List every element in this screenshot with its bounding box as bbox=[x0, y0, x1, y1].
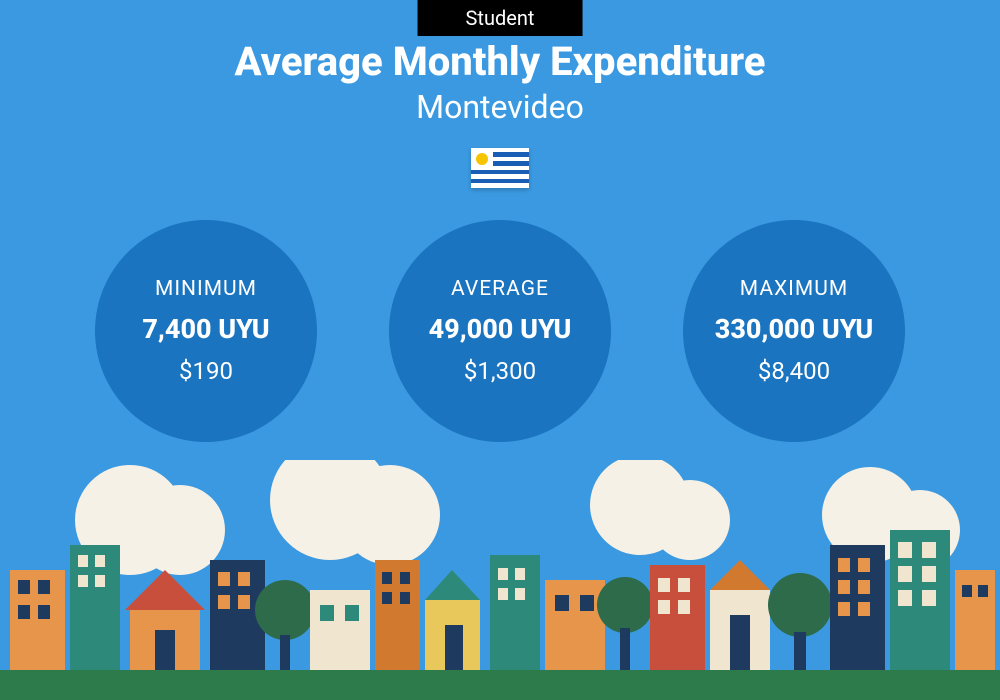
circle-amount: 49,000 UYU bbox=[429, 313, 572, 345]
city-name: Montevideo bbox=[0, 88, 1000, 126]
page-title: Average Monthly Expenditure bbox=[0, 38, 1000, 85]
average-circle: AVERAGE 49,000 UYU $1,300 bbox=[389, 220, 611, 442]
circle-usd: $190 bbox=[179, 357, 233, 385]
circle-label: AVERAGE bbox=[451, 277, 549, 301]
uruguay-flag-icon bbox=[471, 148, 529, 188]
student-badge: Student bbox=[418, 0, 583, 36]
circle-label: MINIMUM bbox=[155, 277, 257, 301]
minimum-circle: MINIMUM 7,400 UYU $190 bbox=[95, 220, 317, 442]
circle-usd: $1,300 bbox=[464, 357, 536, 385]
cityscape-illustration bbox=[0, 460, 1000, 700]
expenditure-circles: MINIMUM 7,400 UYU $190 AVERAGE 49,000 UY… bbox=[0, 220, 1000, 442]
circle-usd: $8,400 bbox=[758, 357, 830, 385]
circle-amount: 330,000 UYU bbox=[715, 313, 873, 345]
badge-text: Student bbox=[466, 6, 535, 30]
maximum-circle: MAXIMUM 330,000 UYU $8,400 bbox=[683, 220, 905, 442]
circle-label: MAXIMUM bbox=[740, 277, 848, 301]
circle-amount: 7,400 UYU bbox=[142, 313, 269, 345]
